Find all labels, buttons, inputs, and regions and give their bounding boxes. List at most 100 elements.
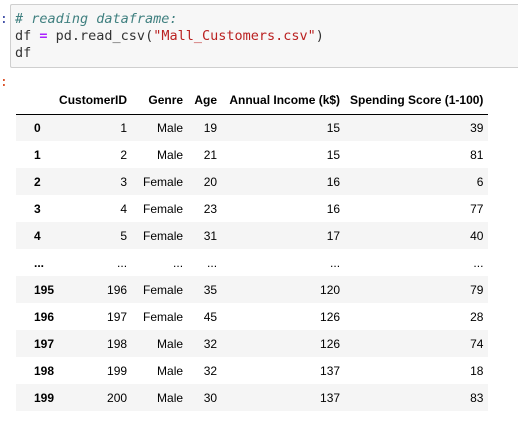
column-header: Annual Income (k$) bbox=[222, 87, 346, 115]
table-cell: 40 bbox=[470, 228, 484, 243]
code-line: df = pd.read_csv("Mall_Customers.csv") bbox=[15, 28, 514, 45]
table-cell: 3 bbox=[120, 174, 128, 189]
row-index: 3 bbox=[34, 201, 41, 216]
table-row: 197 198 Male 32 126 74 bbox=[16, 330, 489, 357]
table-cell: Female bbox=[143, 228, 184, 243]
table-cell: 200 bbox=[107, 390, 128, 405]
index-header bbox=[16, 87, 55, 115]
table-cell: 5 bbox=[120, 228, 128, 243]
row-index: 1 bbox=[34, 147, 41, 162]
table-cell: 15 bbox=[326, 147, 341, 162]
table-cell: 20 bbox=[203, 174, 218, 189]
table-cell: Female bbox=[143, 282, 184, 297]
table-cell: 17 bbox=[326, 228, 341, 243]
table-cell: 21 bbox=[203, 147, 218, 162]
table-cell: 74 bbox=[470, 336, 484, 351]
table-cell: 6 bbox=[476, 174, 484, 189]
table-cell: 39 bbox=[470, 120, 484, 135]
row-index: 4 bbox=[34, 228, 41, 243]
table-cell: 28 bbox=[470, 309, 484, 324]
table-cell: 198 bbox=[107, 336, 128, 351]
column-header: CustomerID bbox=[54, 87, 133, 115]
table-body: 0 1 Male 19 15 39 1 2 Male 21 15 81 2 3 Female 20 16 6 3 4 F… bbox=[16, 114, 489, 411]
column-header: Spending Score (1-100) bbox=[345, 87, 489, 115]
table-row: 196 197 Female 45 126 28 bbox=[16, 303, 489, 330]
code-token-comment: # reading dataframe: bbox=[15, 11, 178, 27]
table-cell: 197 bbox=[107, 309, 128, 324]
table-cell: 19 bbox=[203, 120, 218, 135]
table-cell: 2 bbox=[120, 147, 128, 162]
row-index: 0 bbox=[34, 120, 41, 135]
dataframe-table: CustomerID Genre Age Annual Income (k$) Spen… bbox=[16, 87, 489, 411]
input-prompt: : bbox=[0, 12, 8, 27]
code-token-plain: pd.read_csv( bbox=[47, 28, 154, 44]
table-cell: Female bbox=[143, 201, 184, 216]
table-cell: 35 bbox=[203, 282, 218, 297]
table-cell: 18 bbox=[470, 363, 484, 378]
output-prompt: : bbox=[0, 75, 8, 90]
table-cell: ... bbox=[207, 255, 218, 270]
table-cell: 30 bbox=[203, 390, 218, 405]
table-cell: 15 bbox=[326, 120, 341, 135]
table-row: 198 199 Male 32 137 18 bbox=[16, 357, 489, 384]
table-cell: 79 bbox=[470, 282, 484, 297]
row-index: 2 bbox=[34, 174, 41, 189]
table-cell: 120 bbox=[320, 282, 341, 297]
table-cell: Female bbox=[143, 309, 184, 324]
column-header: Age bbox=[188, 87, 223, 115]
row-index: 195 bbox=[34, 282, 55, 297]
table-cell: 31 bbox=[203, 228, 218, 243]
table-cell: ... bbox=[173, 255, 184, 270]
table-cell: 126 bbox=[320, 309, 341, 324]
table-cell: Female bbox=[143, 174, 184, 189]
table-cell: 1 bbox=[120, 120, 128, 135]
code-token-op: = bbox=[39, 28, 48, 44]
table-cell: 196 bbox=[107, 282, 128, 297]
row-index: 198 bbox=[34, 363, 55, 378]
table-cell: ... bbox=[117, 255, 128, 270]
code-line: df bbox=[15, 45, 514, 62]
table-cell: 77 bbox=[470, 201, 484, 216]
row-index: ... bbox=[34, 255, 45, 270]
table-cell: ... bbox=[330, 255, 341, 270]
code-token-plain: df bbox=[15, 45, 32, 61]
code-token-plain: ) bbox=[315, 28, 324, 44]
row-index: 197 bbox=[34, 336, 55, 351]
row-index: 196 bbox=[34, 309, 55, 324]
table-cell: 137 bbox=[320, 390, 341, 405]
column-header: Genre bbox=[132, 87, 189, 115]
table-cell: Male bbox=[157, 390, 184, 405]
table-row: 1 2 Male 21 15 81 bbox=[16, 141, 489, 168]
table-cell: 16 bbox=[326, 174, 341, 189]
table-row: 199 200 Male 30 137 83 bbox=[16, 384, 489, 411]
table-cell: Male bbox=[157, 147, 184, 162]
table-cell: 4 bbox=[120, 201, 128, 216]
table-cell: Male bbox=[157, 363, 184, 378]
table-row: 195 196 Female 35 120 79 bbox=[16, 276, 489, 303]
code-token-plain: df bbox=[15, 28, 40, 44]
table-cell: Male bbox=[157, 336, 184, 351]
table-cell: 32 bbox=[203, 363, 218, 378]
code-line: # reading dataframe: bbox=[15, 11, 514, 28]
table-cell: ... bbox=[473, 255, 484, 270]
table-cell: 45 bbox=[203, 309, 218, 324]
table-cell: 83 bbox=[470, 390, 484, 405]
table-cell: 137 bbox=[320, 363, 341, 378]
table-cell: Male bbox=[157, 120, 184, 135]
table-cell: 32 bbox=[203, 336, 218, 351]
table-row: .................. bbox=[16, 249, 489, 276]
table-row: 3 4 Female 23 16 77 bbox=[16, 195, 489, 222]
table-cell: 23 bbox=[203, 201, 218, 216]
table-cell: 126 bbox=[320, 336, 341, 351]
code-token-str: "Mall_Customers.csv" bbox=[153, 28, 316, 44]
table-row: 2 3 Female 20 16 6 bbox=[16, 168, 489, 195]
header-row: CustomerID Genre Age Annual Income (k$) Spen… bbox=[16, 87, 489, 115]
table-cell: 16 bbox=[326, 201, 341, 216]
code-cell-editor[interactable]: # reading dataframe: df = pd.read_csv("Ma… bbox=[10, 4, 518, 68]
table-row: 4 5 Female 31 17 40 bbox=[16, 222, 489, 249]
table-cell: 199 bbox=[107, 363, 128, 378]
row-index: 199 bbox=[34, 390, 55, 405]
table-row: 0 1 Male 19 15 39 bbox=[16, 114, 489, 141]
table-cell: 81 bbox=[470, 147, 484, 162]
